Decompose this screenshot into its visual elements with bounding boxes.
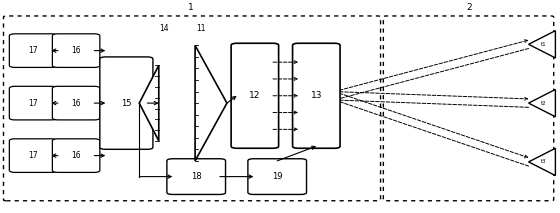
- Text: 18: 18: [191, 172, 202, 181]
- Text: t1: t1: [540, 42, 546, 47]
- FancyBboxPatch shape: [231, 43, 279, 148]
- Polygon shape: [139, 65, 159, 141]
- FancyBboxPatch shape: [53, 34, 100, 67]
- Text: 15: 15: [121, 99, 132, 108]
- Text: 16: 16: [71, 151, 81, 160]
- FancyBboxPatch shape: [53, 139, 100, 172]
- Text: 17: 17: [29, 46, 38, 55]
- Polygon shape: [195, 45, 227, 161]
- Text: 16: 16: [71, 46, 81, 55]
- FancyBboxPatch shape: [10, 34, 57, 67]
- Text: 11: 11: [196, 24, 206, 33]
- Text: 2: 2: [466, 3, 472, 12]
- Polygon shape: [529, 31, 556, 58]
- Polygon shape: [529, 148, 556, 176]
- FancyBboxPatch shape: [100, 57, 153, 149]
- FancyBboxPatch shape: [10, 86, 57, 120]
- Text: 13: 13: [311, 91, 322, 100]
- FancyBboxPatch shape: [248, 159, 306, 194]
- FancyBboxPatch shape: [292, 43, 340, 148]
- Text: 17: 17: [29, 151, 38, 160]
- Text: 16: 16: [71, 99, 81, 108]
- Text: 19: 19: [272, 172, 282, 181]
- Text: 14: 14: [159, 24, 169, 33]
- Text: 1: 1: [188, 3, 194, 12]
- Text: t2: t2: [540, 101, 546, 106]
- Text: 17: 17: [29, 99, 38, 108]
- FancyBboxPatch shape: [167, 159, 226, 194]
- Polygon shape: [529, 89, 556, 117]
- FancyBboxPatch shape: [53, 86, 100, 120]
- FancyBboxPatch shape: [10, 139, 57, 172]
- Text: t3: t3: [540, 159, 546, 164]
- Text: 12: 12: [249, 91, 260, 100]
